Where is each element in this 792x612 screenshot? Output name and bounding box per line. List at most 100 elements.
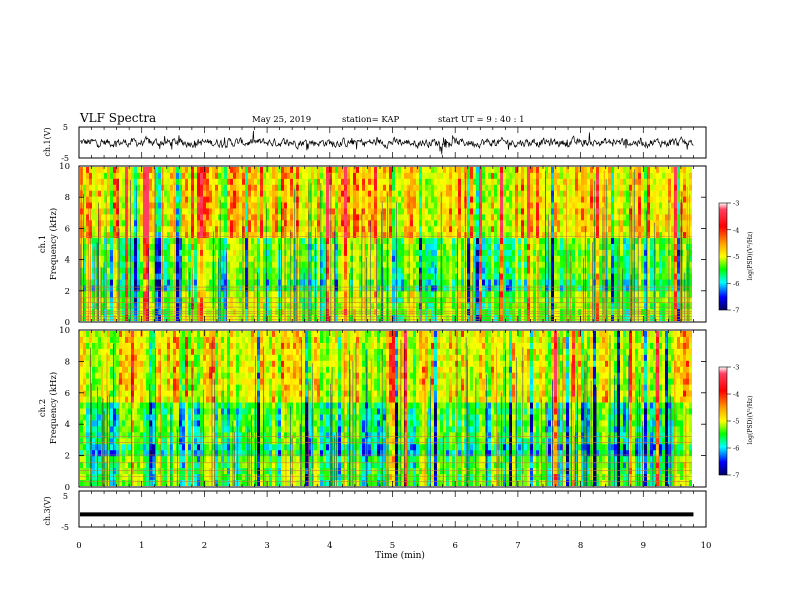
ch1-spec-cell [362, 303, 366, 310]
ch1-spec-cell [224, 196, 228, 203]
ch1-spec-cell [158, 315, 162, 321]
ch1-spec-cell [569, 244, 573, 251]
ch1-spec-cell [353, 309, 357, 316]
ch1-spec-cell [86, 190, 90, 197]
ch1-spec-cell [308, 172, 312, 180]
ch1-spec-cell [302, 238, 306, 245]
ch1-spec-cell [545, 220, 549, 227]
ch1-spec-cell [521, 178, 525, 186]
ch1-spec-cell [401, 202, 405, 209]
ch1-spec-cell [107, 261, 111, 268]
ch1-spec-cell [590, 184, 594, 191]
ch1-spec-cell [275, 261, 279, 268]
ch1-spec-cell [98, 190, 102, 197]
ch1-spec-cell [140, 261, 144, 268]
ch1-spec-cell [176, 267, 180, 274]
ch1-spec-cell [650, 279, 654, 286]
ch1-spec-cell [413, 267, 417, 274]
ch1-spec-cell [473, 220, 477, 227]
ch1-spec-cell [197, 309, 201, 316]
ch1-spec-cell [563, 167, 567, 174]
ch1-spec-cell [572, 297, 576, 304]
ch1-spec-cell [485, 273, 489, 280]
ch1-spec-cell [599, 184, 603, 191]
ch1-spec-cell [602, 178, 606, 186]
ch1-spec-cell [155, 279, 159, 286]
ch1-spec-cell [326, 208, 330, 215]
ch1-spec-cell [638, 244, 642, 251]
ch1-spec-cell [479, 214, 483, 221]
ch1-spec-cell [548, 255, 552, 263]
ch1-spec-cell [434, 238, 438, 245]
ch1-spec-cell [230, 178, 234, 186]
ch1-spec-cell [134, 303, 138, 310]
ch1-spec-cell [389, 285, 393, 292]
ch1-spec-cell [389, 244, 393, 251]
ch1-spec-cell [86, 196, 90, 203]
ch1-spec-cell [572, 249, 576, 257]
ch1-spec-cell [158, 184, 162, 191]
ch1-spec-cell [254, 249, 258, 257]
ch1-spec-cell [254, 273, 258, 280]
ch1-spec-cell [149, 167, 153, 174]
ch1-spec-cell [608, 285, 612, 292]
ch1-spec-cell [626, 184, 630, 191]
ch1-spec-cell [407, 238, 411, 245]
ch1-spec-cell [428, 315, 432, 321]
ch1-spec-cell [551, 184, 555, 191]
ch1-spec-cell [320, 255, 324, 263]
ch1-spec-cell [443, 184, 447, 191]
ch1-spec-cell [371, 291, 375, 298]
ch1-spec-cell [176, 232, 180, 239]
ch1-spec-cell [170, 167, 174, 174]
ch1-spec-cell [557, 244, 561, 251]
ch1-spec-cell [416, 303, 420, 310]
ch1-spec-cell [335, 315, 339, 321]
ch1-spec-cell [599, 220, 603, 227]
ch1-spec-cell [527, 196, 531, 203]
ch1-spec-cell [494, 309, 498, 316]
ch1-spec-cell [407, 214, 411, 221]
ch1-spec-cell [599, 255, 603, 263]
ch1-spec-cell [119, 214, 123, 221]
ch1-spec-cell [542, 202, 546, 209]
ch1-spec-cell [452, 267, 456, 274]
ch1-spec-cell [485, 249, 489, 257]
ch1-spec-cell [275, 178, 279, 186]
ch1-spec-cell [437, 261, 441, 268]
ch1-spec-cell [635, 232, 639, 239]
ch1-spec-cell [521, 220, 525, 227]
ch1-spec-cell [113, 178, 117, 186]
ch1-spec-cell [179, 208, 183, 215]
ch1-spec-cell [620, 202, 624, 209]
ch1-spec-cell [254, 238, 258, 245]
ch1-spec-cell [101, 172, 105, 180]
ch1-spec-cell [245, 279, 249, 286]
ch1-spec-cell [521, 255, 525, 263]
ch1-spec-cell [347, 279, 351, 286]
ch1-spec-cell [608, 184, 612, 191]
ch1-spec-cell [572, 303, 576, 310]
ch1-spec-cell [503, 184, 507, 191]
ch1-spec-cell [650, 178, 654, 186]
ch1-spec-cell [179, 202, 183, 209]
ch1-spec-cell [239, 167, 243, 174]
ch1-spec-cell [110, 291, 114, 298]
ch1-spec-cell [650, 190, 654, 197]
ch1-spec-cell [299, 303, 303, 310]
ch1-spec-cell [305, 232, 309, 239]
ch1-spec-cell [458, 226, 462, 233]
ch1-spec-cell [485, 261, 489, 268]
ch1-spec-cell [194, 315, 198, 321]
ch1-spec-cell [260, 261, 264, 268]
ch1-spec-cell [284, 285, 288, 292]
ch1-spec-cell [182, 167, 186, 174]
ch1-spec-cell [332, 297, 336, 304]
ch1-spec-cell [515, 261, 519, 268]
ch1-spec-cell [488, 297, 492, 304]
ch1-spec-cell [650, 273, 654, 280]
ch1-spec-cell [434, 184, 438, 191]
ch1-spec-cell [143, 249, 147, 257]
ch1-spec-cell [587, 196, 591, 203]
ch1-spec-cell [182, 261, 186, 268]
